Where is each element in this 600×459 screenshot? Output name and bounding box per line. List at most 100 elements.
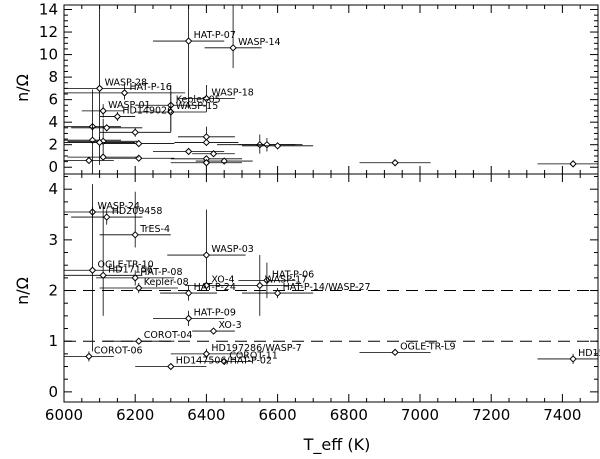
top-data-point [99, 127, 171, 137]
top-diamond-marker [103, 124, 111, 132]
bottom-point-label: HD17156 [108, 264, 153, 275]
top-point-label: WASP-15 [176, 101, 218, 112]
bottom-point-label: HD15082/WASP-33 [578, 348, 600, 359]
top-y-tick-label: 4 [48, 113, 58, 131]
top-diamond-marker [184, 147, 193, 156]
bottom-point-label: HD197286/WASP-7 [211, 343, 301, 354]
bottom-data-point: Kepler-08 [99, 277, 189, 294]
bottom-data-point: OGLE-TR-L9 [359, 341, 456, 357]
bottom-point-label: OGLE-TR-10 [97, 259, 153, 270]
top-diamond-marker [184, 37, 193, 45]
bottom-data-point: WASP-17 [217, 255, 307, 316]
bottom-diamond-marker [131, 274, 139, 282]
bottom-point-label: XO-4 [211, 274, 234, 285]
top-data-point [103, 154, 175, 162]
bottom-diamond-marker [131, 231, 139, 239]
bottom-point-label: COROT-11 [229, 350, 278, 361]
bottom-y-tick-label: 4 [48, 180, 58, 198]
top-y-tick-label: 6 [48, 91, 58, 109]
bottom-data-point: HAT-P-09 [153, 307, 236, 326]
bottom-diamond-marker [202, 251, 211, 259]
x-axis-label: T_eff (K) [303, 435, 371, 455]
top-diamond-marker [391, 159, 399, 167]
top-point-label: Kepler-05 [176, 94, 221, 105]
top-data-point: WASP-01 [81, 100, 151, 118]
bottom-diamond-marker [391, 348, 399, 357]
bottom-point-label: HAT-P-24 [194, 282, 236, 293]
top-diamond-marker [273, 142, 282, 150]
x-tick-label: 6200 [116, 406, 154, 424]
top-point-label: WASP-18 [211, 88, 253, 99]
top-point-label: WASP-28 [105, 77, 147, 88]
top-y-tick-label: 2 [48, 136, 58, 154]
top-data-point: WASP-15 [135, 91, 218, 133]
bottom-panel: 0 1 2 3 4 6000 6200 6400 6600 6800 7000 7200 7400 WAS… [45, 173, 600, 424]
top-diamond-marker [95, 84, 104, 93]
top-data-point: HAT-P-07 [153, 5, 236, 109]
bottom-point-label: WASP-03 [211, 244, 253, 255]
top-data-point [238, 137, 296, 152]
bottom-y-tick-label: 1 [48, 332, 58, 350]
bottom-diamond-marker [88, 266, 97, 274]
bottom-y-tick-label: 3 [48, 231, 58, 249]
top-diamond-marker [85, 156, 93, 165]
bottom-data-point: COROT-04 [103, 330, 192, 345]
bottom-point-label: TrES-4 [139, 224, 170, 235]
bottom-data-point: HD197286/WASP-7 [170, 343, 302, 359]
bottom-diamond-marker [184, 289, 193, 297]
top-y-tick-label: 10 [39, 46, 58, 64]
bottom-point-label: HAT-P-14/WASP-27 [283, 282, 371, 293]
bottom-y-axis-label: n/Ω [13, 277, 32, 305]
top-data-point [103, 139, 175, 148]
bottom-diamond-marker [202, 281, 211, 290]
top-y-tick-label: 0 [48, 158, 58, 176]
bottom-diamond-marker [263, 276, 271, 285]
top-diamond-marker [202, 159, 211, 167]
x-tick-label: 6000 [45, 406, 83, 424]
top-diamond-marker [120, 89, 129, 97]
bottom-diamond-marker [569, 355, 577, 363]
top-y-axis-label: n/Ω [13, 74, 32, 102]
bottom-data-point: OGLE-TR-10 [64, 184, 154, 352]
top-data-point [359, 159, 431, 167]
bottom-diamond-marker [167, 362, 175, 371]
top-data-point [217, 134, 303, 154]
top-data-point [242, 142, 314, 150]
x-tick-label: 7000 [401, 406, 439, 424]
top-diamond-marker [167, 108, 175, 116]
bottom-point-label: WASP-24 [97, 201, 139, 212]
top-data-point [64, 136, 136, 149]
top-diamond-marker [202, 94, 211, 103]
bottom-diamond-marker [202, 350, 211, 358]
top-y-tick-label: 8 [48, 68, 58, 86]
top-point-label: HAT-P-07 [194, 30, 236, 41]
x-tick-label: 6800 [330, 406, 368, 424]
top-data-point [170, 159, 242, 167]
bottom-data-point: HD209458 [71, 206, 162, 225]
bottom-diamond-marker [184, 314, 193, 323]
x-tick-label: 6600 [259, 406, 297, 424]
top-point-label: HAT-P-16 [130, 82, 172, 93]
top-point-label: HD149026 [122, 106, 173, 117]
bottom-diamond-marker [256, 281, 264, 290]
top-point-label: WASP-01 [108, 100, 150, 111]
top-diamond-marker [113, 112, 122, 121]
bottom-diamond-marker [209, 327, 218, 335]
bottom-diamond-marker [135, 284, 143, 292]
bottom-data-point: HD147506/HAT-P-02 [135, 356, 272, 371]
bottom-point-label: HAT-P-06 [272, 269, 314, 280]
top-diamond-marker [95, 138, 104, 147]
bottom-diamond-marker [99, 271, 107, 280]
top-data-point [64, 156, 114, 165]
top-y-tick-label: 12 [39, 23, 58, 41]
bottom-diamond-marker [273, 289, 282, 297]
x-tick-label: 7200 [472, 406, 510, 424]
top-data-point: WASP-14 [204, 5, 281, 69]
bottom-data-point: HAT-P-08 [96, 267, 183, 286]
top-data-point [192, 150, 235, 158]
bottom-y-tick-label: 2 [48, 282, 58, 300]
bottom-point-label: WASP-17 [265, 274, 307, 285]
top-data-point [67, 118, 139, 155]
